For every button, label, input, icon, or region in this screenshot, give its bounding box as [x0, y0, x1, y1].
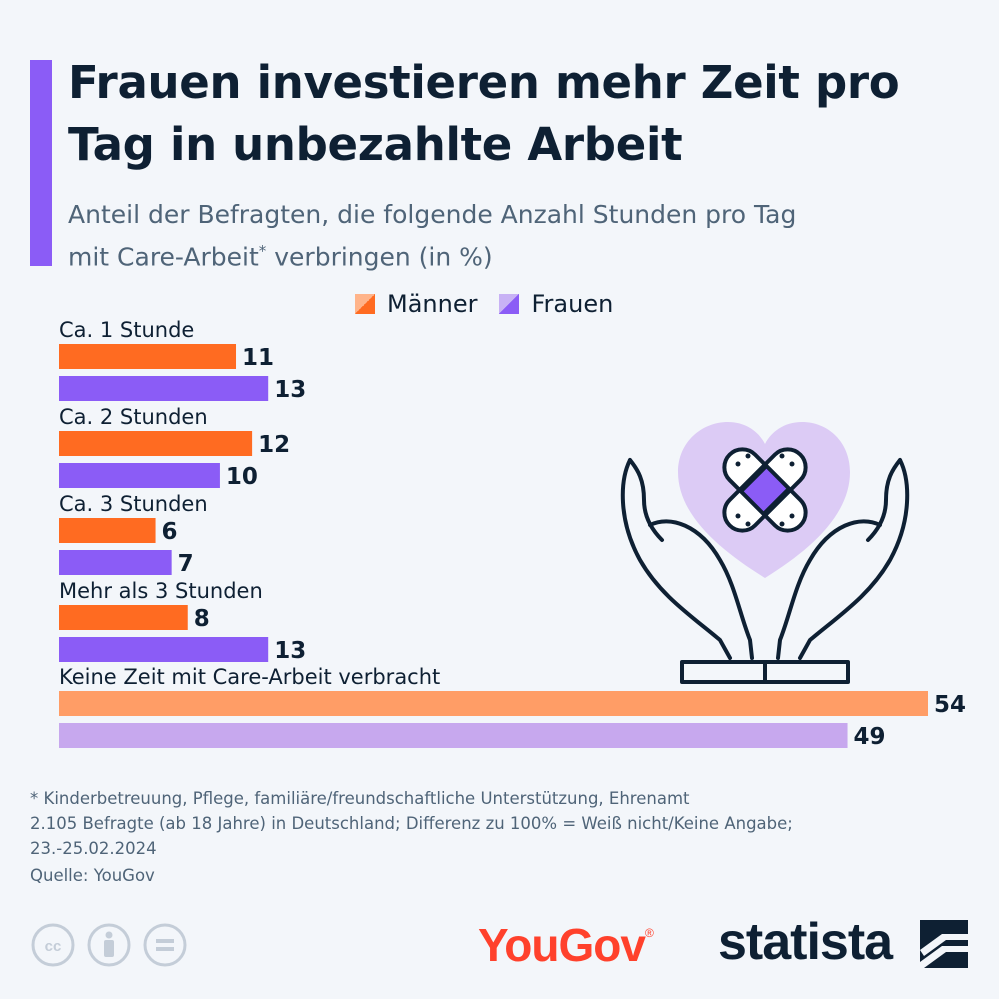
category-label: Ca. 2 Stunden [59, 405, 208, 429]
footnote-line-2: 2.105 Befragte (ab 18 Jahre) in Deutschl… [30, 814, 793, 833]
license-icons: cc [30, 922, 188, 968]
bar-women [59, 376, 269, 401]
footnote-line-3: 23.-25.02.2024 [30, 839, 157, 858]
svg-text:cc: cc [45, 938, 62, 955]
bar-men [59, 518, 156, 543]
data-label: 13 [274, 377, 306, 403]
bar-women [59, 463, 220, 488]
category-label: Ca. 3 Stunden [59, 492, 208, 516]
data-label: 11 [242, 345, 274, 371]
yougov-registered-mark: ® [644, 926, 654, 940]
data-label: 13 [274, 638, 306, 664]
data-label: 54 [934, 692, 966, 718]
subtitle-part-b: verbringen (in %) [266, 242, 493, 272]
legend-label-men: Männer [387, 290, 478, 318]
category-label: Mehr als 3 Stunden [59, 579, 263, 603]
subtitle-line-2: mit Care-Arbeit* verbringen (in %) [68, 233, 968, 275]
bar-men [59, 605, 188, 630]
bar-men [59, 431, 253, 456]
by-icon[interactable] [86, 922, 132, 968]
category-label: Keine Zeit mit Care-Arbeit verbracht [59, 665, 440, 689]
cc-icon[interactable]: cc [30, 922, 76, 968]
title-accent-bar [30, 60, 52, 266]
legend-swatch-women [499, 294, 520, 314]
footnote: * Kinderbetreuung, Pflege, familiäre/fre… [30, 786, 970, 861]
subtitle-footnote-mark: * [258, 242, 267, 260]
statista-wordmark: statista [718, 913, 893, 971]
data-label: 12 [258, 432, 290, 458]
bar-women [59, 550, 172, 575]
data-label: 8 [194, 606, 210, 632]
footnote-line-1: * Kinderbetreuung, Pflege, familiäre/fre… [30, 789, 690, 808]
heart-bandage-hands-icon [620, 422, 910, 684]
data-label: 10 [226, 464, 258, 490]
yougov-logo: YouGov® [478, 918, 654, 972]
subtitle-part-a: mit Care-Arbeit [68, 242, 259, 272]
legend-item-women: Frauen [499, 290, 613, 318]
legend-swatch-men [355, 294, 375, 314]
chart-title: Frauen investieren mehr Zeit pro Tag in … [68, 56, 900, 171]
bar-men [59, 344, 237, 369]
statista-logo-icon [920, 920, 968, 968]
data-label: 6 [162, 519, 178, 545]
legend-item-men: Männer [355, 290, 477, 318]
bar-men [59, 691, 928, 716]
data-label: 7 [178, 551, 194, 577]
nd-icon[interactable] [142, 922, 188, 968]
chart-legend: Männer Frauen [355, 290, 613, 318]
subtitle-line-1: Anteil der Befragten, die folgende Anzah… [68, 200, 797, 229]
bar-women [59, 637, 269, 662]
legend-label-women: Frauen [531, 290, 614, 318]
data-label: 49 [854, 724, 886, 750]
category-label: Ca. 1 Stunde [59, 318, 194, 342]
source-text: Quelle: YouGov [30, 866, 155, 885]
yougov-wordmark: YouGov [478, 919, 646, 971]
bar-women [59, 723, 848, 748]
chart-subtitle: Anteil der Befragten, die folgende Anzah… [68, 196, 968, 275]
